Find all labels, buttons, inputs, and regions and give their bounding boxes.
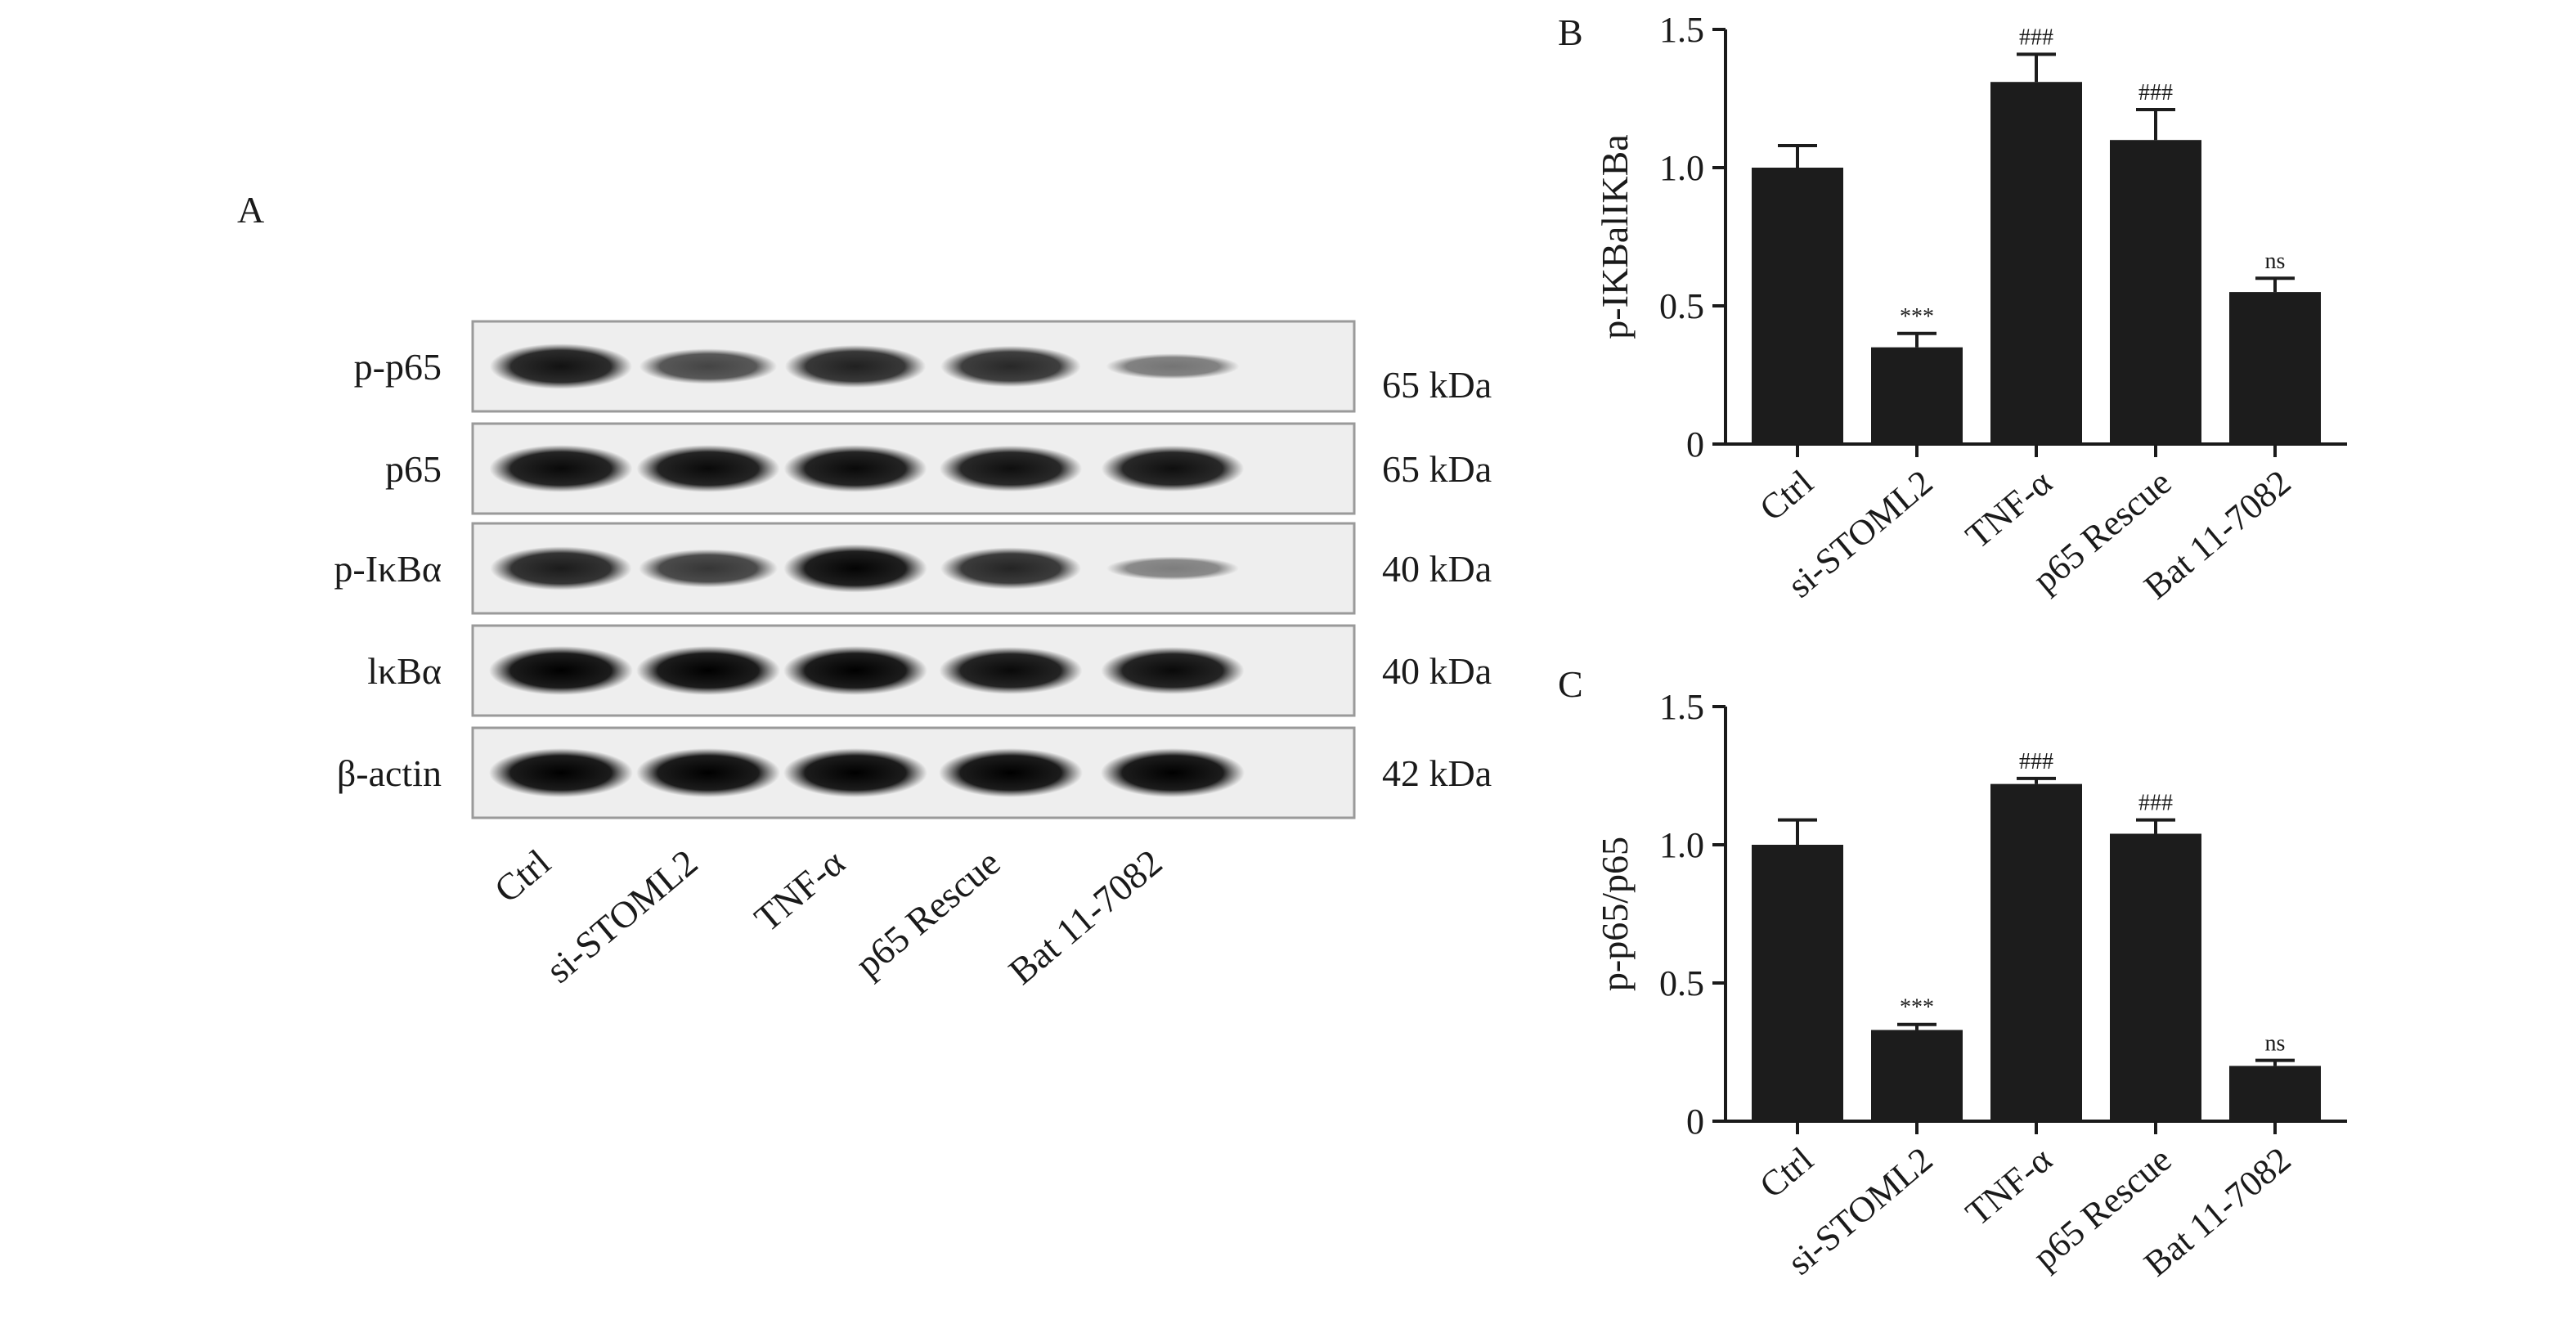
x-tick-label: Ctrl — [1752, 462, 1820, 529]
y-tick-label: 1.0 — [1659, 148, 1704, 188]
significance-label: *** — [1900, 304, 1934, 330]
blot-band — [490, 343, 632, 389]
y-tick-label: 0.5 — [1659, 963, 1704, 1003]
blot-band — [1106, 556, 1239, 581]
bar — [1990, 783, 2082, 1121]
kda-label: 65 kDa — [1382, 448, 1492, 490]
blot-band — [784, 344, 927, 388]
y-tick-label: 0 — [1686, 1102, 1704, 1142]
y-tick-label: 0 — [1686, 424, 1704, 465]
bar — [1752, 168, 1843, 444]
blot-band — [939, 445, 1083, 492]
blot-band — [636, 445, 780, 492]
lane-label: si-STOML2 — [538, 842, 705, 991]
bar — [1871, 1030, 1963, 1121]
lane-label: Ctrl — [487, 842, 559, 911]
significance-label: ### — [2138, 80, 2173, 105]
bar — [2229, 292, 2321, 444]
blot-band — [1106, 353, 1240, 379]
y-tick-label: 1.5 — [1659, 10, 1704, 50]
significance-label: ### — [2019, 25, 2053, 50]
panel-letter-b: B — [1558, 11, 1583, 53]
significance-label: ns — [2265, 249, 2286, 274]
bar — [1752, 845, 1843, 1121]
panel-letter-c: C — [1558, 663, 1583, 705]
kda-label: 65 kDa — [1382, 364, 1492, 406]
blot-band — [940, 547, 1081, 590]
blot-band — [783, 646, 927, 695]
western-blot: p-p65 65 kDa p65 65 kDa p-IκBα 40 kDa lκBα 40 k… — [334, 320, 1492, 993]
blot-band — [489, 748, 633, 797]
blot-band — [783, 748, 927, 797]
blot-row-label: p-p65 — [354, 346, 442, 388]
bar — [1990, 82, 2082, 444]
blot-band — [940, 345, 1081, 388]
x-tick-label: TNF-α — [1958, 462, 2059, 556]
lane-label: p65 Rescue — [847, 842, 1008, 985]
chart-b: 00.51.01.5p-IKBalIKBaCtrl***si-STOML2###… — [1594, 10, 2347, 607]
blot-row-label: β-actin — [337, 752, 442, 794]
significance-label: ### — [2019, 749, 2053, 774]
bar — [2229, 1066, 2321, 1121]
blot-row-label: p65 — [385, 448, 442, 490]
blot-band — [639, 348, 778, 384]
kda-label: 42 kDa — [1382, 752, 1492, 794]
blot-band — [939, 647, 1083, 694]
panel-letter-a: A — [237, 189, 264, 231]
lane-label: TNF-α — [747, 842, 853, 940]
significance-label: ### — [2138, 791, 2173, 816]
x-tick-label: Ctrl — [1752, 1139, 1820, 1206]
blot-row-label: p-IκBα — [334, 548, 442, 590]
chart-c: 00.51.01.5p-p65/p65Ctrl***si-STOML2###TN… — [1594, 687, 2347, 1284]
blot-band — [1101, 445, 1245, 492]
y-tick-label: 1.5 — [1659, 687, 1704, 727]
blot-band — [939, 748, 1083, 797]
kda-label: 40 kDa — [1382, 548, 1492, 590]
blot-row-label: lκBα — [367, 650, 442, 692]
blot-band — [490, 546, 632, 590]
y-tick-label: 0.5 — [1659, 286, 1704, 326]
significance-label: ns — [2265, 1031, 2286, 1057]
x-tick-label: TNF-α — [1958, 1139, 2059, 1233]
blot-band — [636, 748, 780, 797]
blot-band — [1101, 748, 1245, 797]
blot-band — [489, 445, 633, 492]
y-axis-title: p-p65/p65 — [1594, 837, 1636, 991]
blot-band — [783, 445, 927, 492]
y-axis-title: p-IKBalIKBa — [1594, 134, 1636, 339]
blot-band — [636, 646, 780, 695]
blot-band — [639, 549, 778, 588]
significance-label: *** — [1900, 995, 1934, 1021]
lane-label: Bat 11-7082 — [1001, 842, 1170, 993]
bar — [2110, 140, 2201, 444]
bar — [1871, 347, 1963, 444]
blot-band — [1101, 647, 1245, 694]
blot-band — [783, 544, 927, 593]
kda-label: 40 kDa — [1382, 650, 1492, 692]
blot-band — [489, 646, 633, 695]
bar — [2110, 833, 2201, 1121]
y-tick-label: 1.0 — [1659, 825, 1704, 865]
